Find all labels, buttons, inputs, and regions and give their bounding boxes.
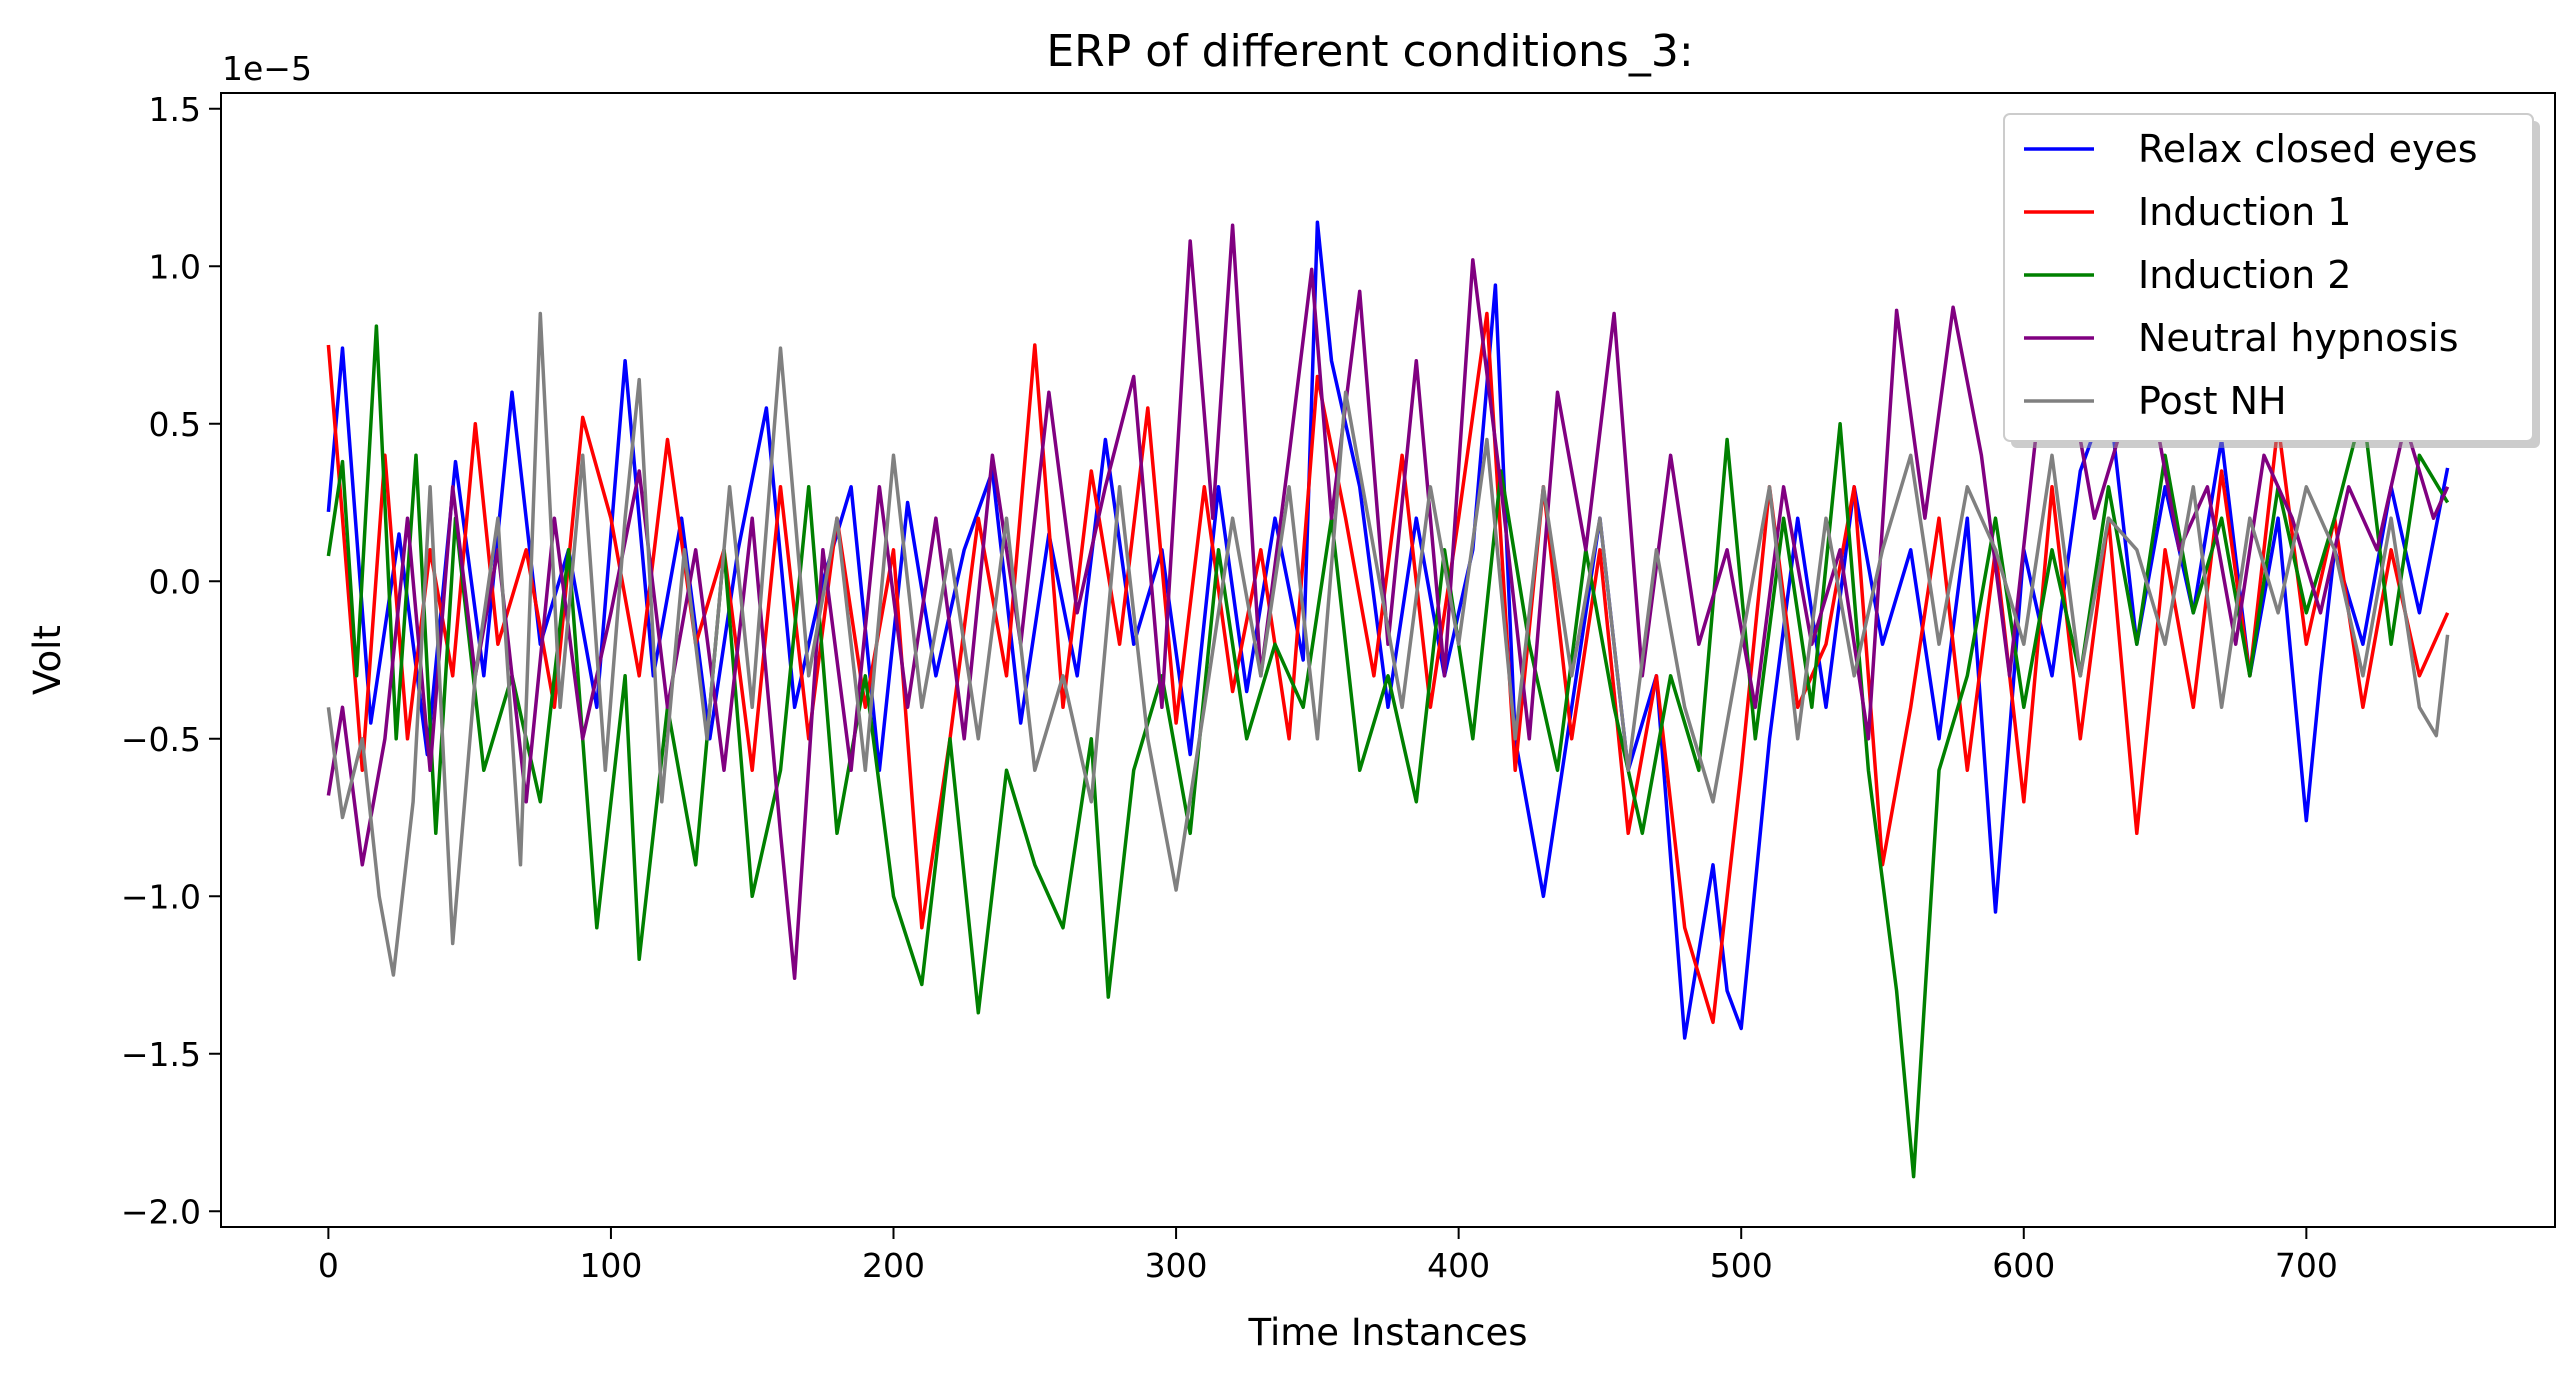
x-tick-label: 400 bbox=[1427, 1246, 1490, 1285]
legend-label: Neutral hypnosis bbox=[2138, 316, 2459, 360]
legend-label: Relax closed eyes bbox=[2138, 127, 2478, 171]
legend-box bbox=[2003, 113, 2534, 442]
series-line-2 bbox=[326, 324, 2450, 1179]
series-line-1 bbox=[326, 311, 2450, 1025]
y-tick-label: −1.0 bbox=[121, 877, 201, 916]
legend-label: Induction 2 bbox=[2138, 253, 2351, 297]
plot-frame bbox=[220, 92, 2556, 1228]
y-axis-offset-text: 1e−5 bbox=[222, 49, 312, 88]
x-tick-label: 200 bbox=[862, 1246, 925, 1285]
x-axis-label: Time Instances bbox=[1248, 1311, 1528, 1354]
series-line-4 bbox=[326, 311, 2450, 977]
chart-title: ERP of different conditions_3: bbox=[1046, 26, 1693, 77]
y-tick-label: −0.5 bbox=[121, 720, 201, 759]
y-tick-label: 0.5 bbox=[149, 405, 201, 444]
y-axis-ticks: −2.0 −1.5 −1.0 −0.5 0.0 0.5 1.0 1.5 bbox=[121, 90, 221, 1231]
y-tick-label: 1.0 bbox=[149, 247, 201, 286]
y-tick-label: −2.0 bbox=[121, 1192, 201, 1231]
y-tick-label: 0.0 bbox=[149, 562, 201, 601]
legend-label: Induction 1 bbox=[2138, 190, 2351, 234]
x-tick-label: 300 bbox=[1145, 1246, 1208, 1285]
y-tick-label: 1.5 bbox=[149, 90, 201, 129]
x-tick-label: 500 bbox=[1710, 1246, 1773, 1285]
x-axis-ticks: 0 100 200 300 400 500 600 700 bbox=[318, 1227, 2338, 1285]
x-tick-label: 600 bbox=[1992, 1246, 2055, 1285]
y-axis-label: Volt bbox=[26, 625, 69, 695]
x-tick-label: 0 bbox=[318, 1246, 339, 1285]
legend: Relax closed eyes Induction 1 Induction 2 N… bbox=[2003, 113, 2540, 448]
x-tick-label: 700 bbox=[2275, 1246, 2338, 1285]
x-tick-label: 100 bbox=[579, 1246, 642, 1285]
legend-label: Post NH bbox=[2138, 379, 2287, 423]
y-tick-label: −1.5 bbox=[121, 1035, 201, 1074]
